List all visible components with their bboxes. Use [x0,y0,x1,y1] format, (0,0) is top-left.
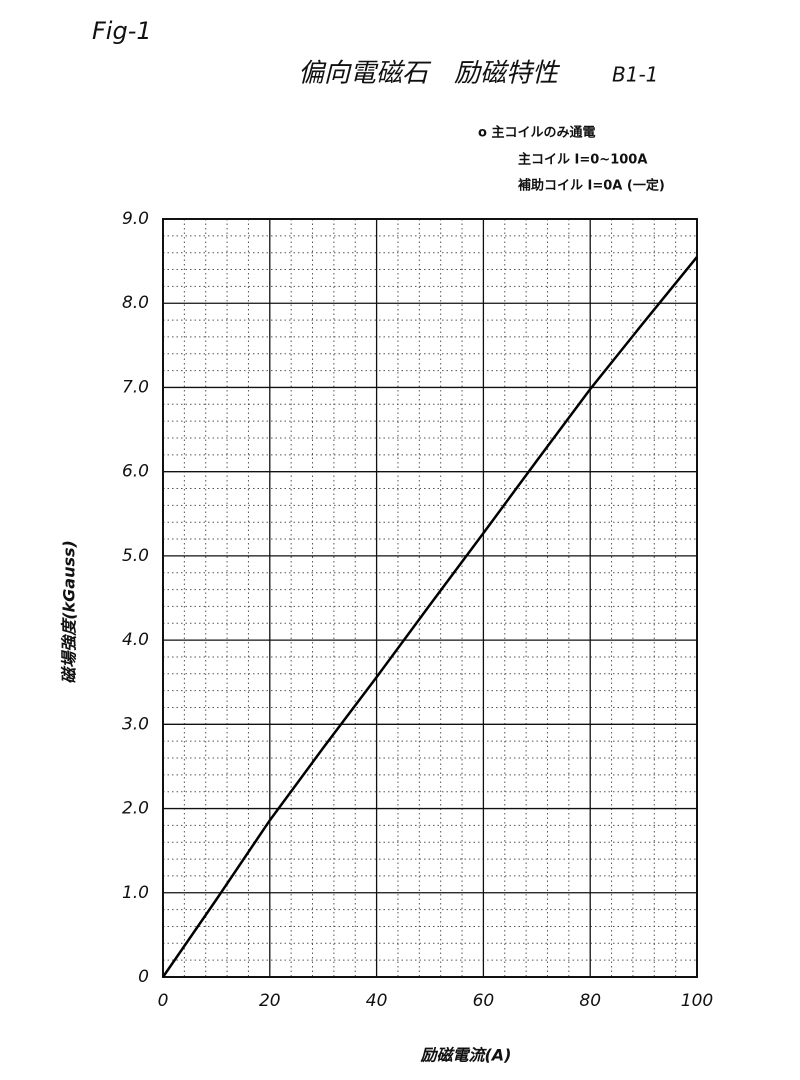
y-tick-label: 8.0 [122,293,149,313]
y-tick-label: 6.0 [122,462,149,482]
chart-subtitle: B1-1 [612,63,658,87]
x-tick-label: 80 [579,991,601,1011]
data-line [161,256,698,978]
x-axis-label: 励磁電流(A) [419,1046,511,1065]
y-tick-label: 9.0 [122,209,149,229]
y-tick-label: 1.0 [122,883,149,903]
y-axis-label: 磁場強度(kGauss) [60,540,79,684]
annotation: o 主コイルのみ通電 [478,125,595,141]
x-tick-label: 60 [473,991,495,1011]
annotation: 主コイル I=0~100A [518,152,647,168]
figure-label: Fig-1 [92,17,152,45]
plot-frame [162,218,698,978]
y-tick-label: 7.0 [122,377,149,397]
y-tick-label: 3.0 [122,714,149,734]
y-tick-label: 0 [138,967,149,987]
y-tick-label: 2.0 [122,799,149,819]
y-tick-label: 4.0 [122,630,149,650]
annotation: 補助コイル I=0A (一定) [517,178,665,194]
x-tick-label: 100 [681,991,713,1011]
y-tick-label: 5.0 [122,546,149,566]
x-tick-label: 40 [366,991,388,1011]
chart-title: 偏向電磁石 励磁特性 [298,59,561,89]
x-tick-label: 0 [158,991,169,1011]
x-tick-label: 20 [259,991,281,1011]
